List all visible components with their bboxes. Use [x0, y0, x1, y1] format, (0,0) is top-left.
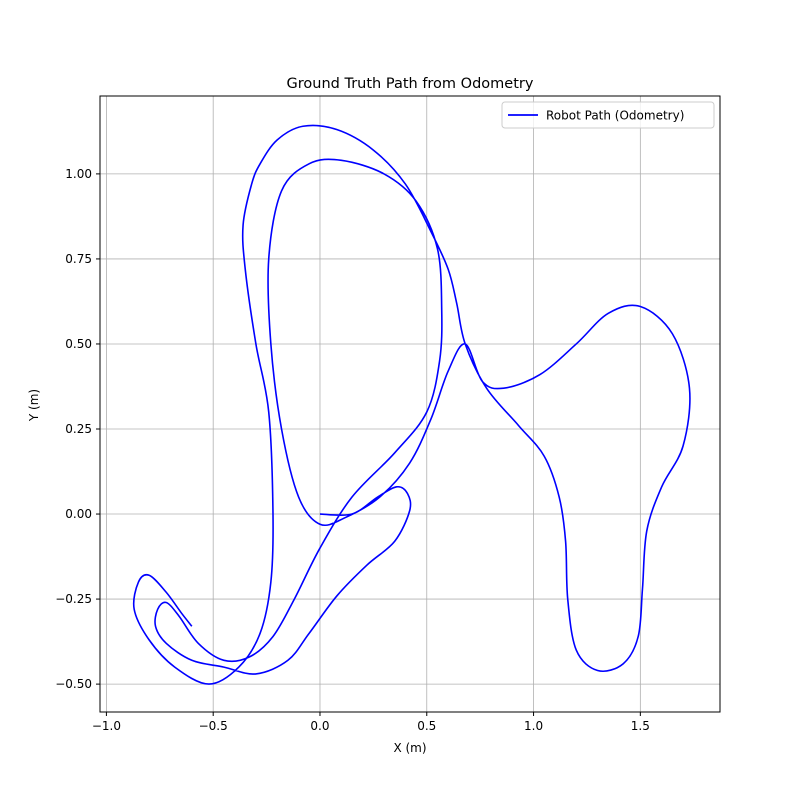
legend: Robot Path (Odometry): [501, 101, 715, 129]
x-tick-label: 1.0: [524, 719, 543, 733]
y-tick-label: −0.50: [55, 677, 92, 691]
y-tick-label: 1.00: [65, 167, 92, 181]
x-tick-label: 1.5: [631, 719, 650, 733]
x-axis-label: X (m): [393, 741, 426, 755]
plot-frame: [99, 95, 721, 713]
x-tick-label: 0.5: [417, 719, 436, 733]
y-tick-label: −0.25: [55, 592, 92, 606]
chart-title: Ground Truth Path from Odometry: [287, 76, 534, 92]
line-series: [132, 124, 691, 685]
x-tick-label: −0.5: [199, 719, 228, 733]
y-tick-label: 0.50: [65, 337, 92, 351]
x-tick-label: 0.0: [310, 719, 329, 733]
y-tick-label: 0.00: [65, 507, 92, 521]
legend-frame: [501, 101, 715, 129]
legend-label: Robot Path (Odometry): [546, 109, 684, 123]
x-tick-label: −1.0: [92, 719, 121, 733]
y-axis-label: Y (m): [27, 389, 41, 422]
y-tick-label: 0.75: [65, 252, 92, 266]
y-tick-label: 0.25: [65, 422, 92, 436]
